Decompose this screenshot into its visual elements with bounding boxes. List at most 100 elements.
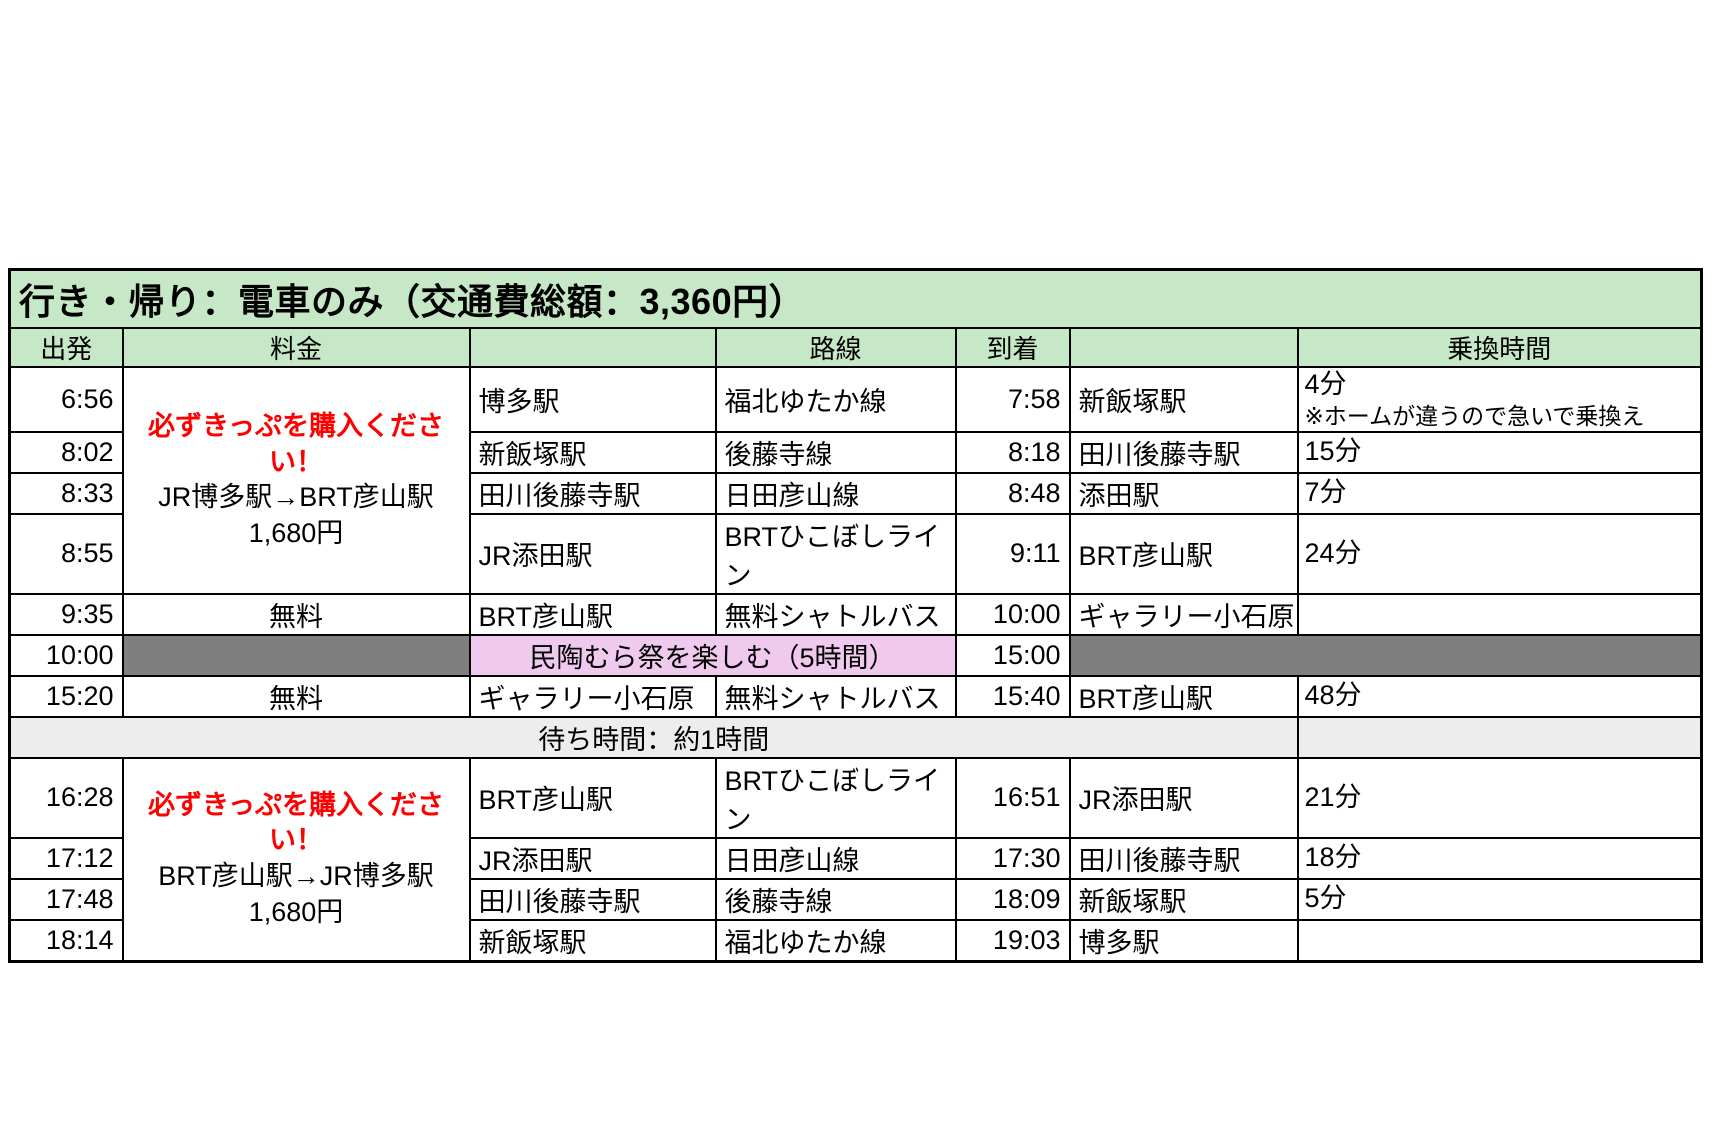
arrival-time: 8:48	[954, 471, 1071, 515]
transfer-note: ※ホームが違うので急いで乗換え	[1304, 402, 1645, 429]
departure-time: 8:55	[8, 512, 124, 595]
header-line: 路線	[714, 327, 957, 368]
departure-time: 16:28	[8, 756, 124, 839]
to-station: 添田駅	[1068, 471, 1299, 515]
leg-row: 18:14 新飯塚駅 福北ゆたか線 19:03 博多駅	[8, 918, 1703, 962]
departure-time: 8:02	[8, 430, 124, 474]
arrival-time: 9:11	[954, 512, 1071, 595]
leg-row: 8:02 新飯塚駅 後藤寺線 8:18 田川後藤寺駅 15分	[8, 430, 1703, 474]
from-station: ギャラリー小石原	[468, 674, 717, 718]
from-station: BRT彦山駅	[468, 592, 717, 636]
transfer-time: 15分	[1296, 430, 1703, 474]
header-departure: 出発	[8, 327, 124, 368]
arrival-time: 15:00	[954, 633, 1071, 677]
fare-price: 1,680円	[248, 517, 344, 548]
transfer-time: 5分	[1296, 877, 1703, 921]
line-name: 福北ゆたか線	[714, 366, 957, 433]
blocked-cell	[121, 633, 471, 677]
wait-empty-cell	[1296, 715, 1703, 759]
line-name: BRTひこぼしライン	[714, 512, 957, 595]
leg-row: 8:33 田川後藤寺駅 日田彦山線 8:48 添田駅 7分	[8, 471, 1703, 515]
departure-time: 15:20	[8, 674, 124, 718]
fare-price: 1,680円	[248, 896, 344, 927]
leg-row: 9:35 無料 BRT彦山駅 無料シャトルバス 10:00 ギャラリー小石原	[8, 592, 1703, 636]
transfer-time: 7分	[1296, 471, 1703, 515]
blocked-cell	[1068, 633, 1703, 677]
line-name: 無料シャトルバス	[714, 592, 957, 636]
from-station: JR添田駅	[468, 836, 717, 880]
transfer-minutes: 4分	[1304, 369, 1347, 399]
fare-free: 無料	[121, 674, 471, 718]
from-station: JR添田駅	[468, 512, 717, 595]
arrival-time: 17:30	[954, 836, 1071, 880]
transfer-time: 4分 ※ホームが違うので急いで乗換え	[1296, 366, 1703, 433]
line-name: BRTひこぼしライン	[714, 756, 957, 839]
fare-route: BRT彦山駅→JR博多駅	[158, 861, 434, 891]
to-station: BRT彦山駅	[1068, 674, 1299, 718]
to-station: 新飯塚駅	[1068, 877, 1299, 921]
line-name: 福北ゆたか線	[714, 918, 957, 962]
line-name: 後藤寺線	[714, 430, 957, 474]
transfer-time: 18分	[1296, 836, 1703, 880]
transfer-time: 21分	[1296, 756, 1703, 839]
arrival-time: 19:03	[954, 918, 1071, 962]
departure-time: 8:33	[8, 471, 124, 515]
fare-warning: 必ずきっぷを購入ください！	[148, 789, 444, 856]
arrival-time: 10:00	[954, 592, 1071, 636]
header-from-station	[468, 327, 717, 368]
from-station: 田川後藤寺駅	[468, 877, 717, 921]
leg-row: 15:20 無料 ギャラリー小石原 無料シャトルバス 15:40 BRT彦山駅 …	[8, 674, 1703, 718]
event-label: 民陶むら祭を楽しむ（5時間）	[468, 633, 957, 677]
to-station: ギャラリー小石原	[1068, 592, 1299, 636]
leg-row: 17:48 田川後藤寺駅 後藤寺線 18:09 新飯塚駅 5分	[8, 877, 1703, 921]
transfer-time: 48分	[1296, 674, 1703, 718]
from-station: BRT彦山駅	[468, 756, 717, 839]
from-station: 新飯塚駅	[468, 430, 717, 474]
fare-notice-return: 必ずきっぷを購入ください！ BRT彦山駅→JR博多駅 1,680円	[121, 756, 471, 962]
line-name: 日田彦山線	[714, 471, 957, 515]
header-fare: 料金	[121, 327, 471, 368]
fare-free: 無料	[121, 592, 471, 636]
line-name: 日田彦山線	[714, 836, 957, 880]
fare-warning: 必ずきっぷを購入ください！	[148, 411, 444, 477]
departure-time: 18:14	[8, 918, 124, 962]
leg-row: 8:55 JR添田駅 BRTひこぼしライン 9:11 BRT彦山駅 24分	[8, 512, 1703, 595]
to-station: 博多駅	[1068, 918, 1299, 962]
departure-time: 10:00	[8, 633, 124, 677]
to-station: 田川後藤寺駅	[1068, 836, 1299, 880]
arrival-time: 8:18	[954, 430, 1071, 474]
transfer-time: 24分	[1296, 512, 1703, 595]
header-row: 出発 料金 路線 到着 乗換時間	[8, 327, 1703, 368]
leg-row: 17:12 JR添田駅 日田彦山線 17:30 田川後藤寺駅 18分	[8, 836, 1703, 880]
line-name: 無料シャトルバス	[714, 674, 957, 718]
header-arrival: 到着	[954, 327, 1071, 368]
table-title: 行き・帰り：電車のみ（交通費総額：3,360円）	[8, 268, 1703, 329]
departure-time: 17:12	[8, 836, 124, 880]
wait-row: 待ち時間：約1時間	[8, 715, 1703, 759]
arrival-time: 7:58	[954, 366, 1071, 433]
wait-label: 待ち時間：約1時間	[8, 715, 1299, 759]
to-station: 新飯塚駅	[1068, 366, 1299, 433]
from-station: 田川後藤寺駅	[468, 471, 717, 515]
leg-row: 6:56 必ずきっぷを購入ください！ JR博多駅→BRT彦山駅 1,680円 博…	[8, 366, 1703, 595]
departure-time: 17:48	[8, 877, 124, 921]
transfer-time	[1296, 918, 1703, 962]
from-station: 博多駅	[468, 366, 717, 433]
arrival-time: 15:40	[954, 674, 1071, 718]
to-station: 田川後藤寺駅	[1068, 430, 1299, 474]
transfer-time	[1296, 592, 1703, 636]
from-station: 新飯塚駅	[468, 918, 717, 962]
departure-time: 9:35	[8, 592, 124, 636]
header-to-station	[1068, 327, 1299, 368]
fare-route: JR博多駅→BRT彦山駅	[158, 482, 434, 513]
line-name: 後藤寺線	[714, 877, 957, 921]
to-station: BRT彦山駅	[1068, 512, 1299, 595]
fare-notice-outbound: 必ずきっぷを購入ください！ JR博多駅→BRT彦山駅 1,680円	[121, 366, 471, 595]
to-station: JR添田駅	[1068, 756, 1299, 839]
itinerary-table: 行き・帰り：電車のみ（交通費総額：3,360円） 出発 料金 路線 到着 乗換時…	[8, 268, 1704, 963]
header-transfer: 乗換時間	[1296, 327, 1703, 368]
title-row: 行き・帰り：電車のみ（交通費総額：3,360円）	[8, 268, 1703, 329]
event-row: 10:00 民陶むら祭を楽しむ（5時間） 15:00	[8, 633, 1703, 677]
departure-time: 6:56	[8, 366, 124, 433]
leg-row: 16:28 必ずきっぷを購入ください！ BRT彦山駅→JR博多駅 1,680円 …	[8, 756, 1703, 962]
